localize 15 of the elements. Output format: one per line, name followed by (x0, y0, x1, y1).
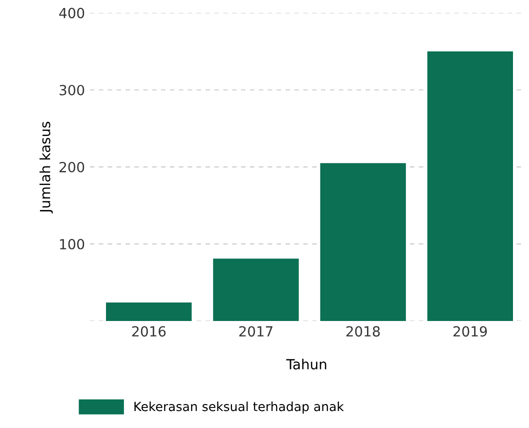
bar (427, 51, 513, 321)
y-tick-label: 400 (59, 8, 84, 18)
bar (320, 163, 406, 321)
bar (213, 258, 299, 321)
y-tick-label: 200 (60, 162, 84, 172)
x-tick-label: 2018 (346, 326, 380, 337)
y-tick-label: 100 (60, 238, 84, 250)
x-tick-label: 2016 (132, 326, 166, 337)
bar (106, 302, 192, 321)
y-tick-label: 300 (60, 84, 84, 96)
x-tick-label: 2017 (239, 326, 272, 337)
legend-label: Kekerasan seksual terhadap anak (134, 402, 344, 414)
x-axis-title: Tahun (286, 358, 326, 370)
y-axis-title: Jumlah kasus (40, 122, 53, 214)
x-tick-label: 2019 (454, 326, 487, 337)
